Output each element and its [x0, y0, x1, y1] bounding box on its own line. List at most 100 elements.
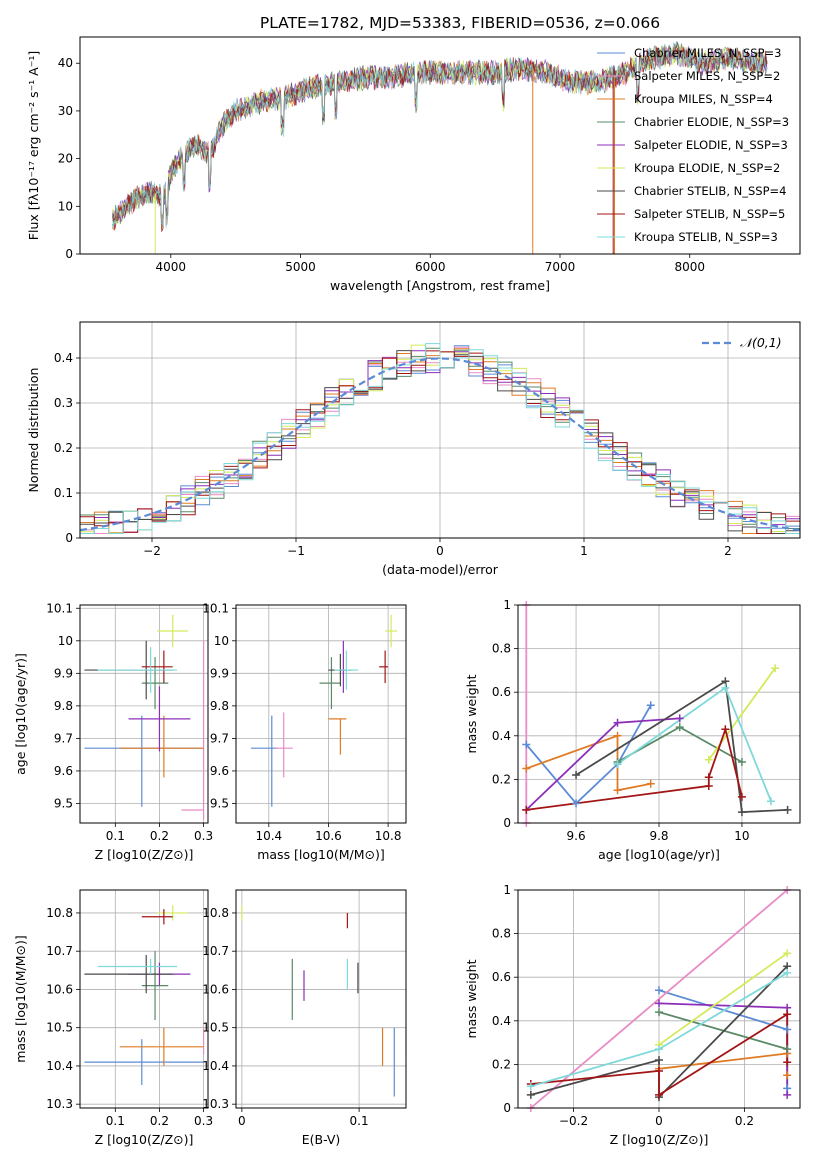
weight-marker-chabrier-stelib	[526, 1090, 535, 1099]
residual_hist-panel: −2 −1 0 1 2 0 0.1 0.2 0.3 0.4 (data-model)/error No…	[26, 321, 801, 577]
y-tick-label: 0	[503, 1101, 511, 1115]
legend-label-kroupa-stelib: Kroupa STELIB, N_SSP=3	[634, 230, 778, 244]
x-tick-label: 5000	[285, 260, 316, 274]
y-tick-label: 0.3	[54, 396, 73, 410]
x-tick-label: −0.2	[559, 1114, 588, 1128]
x-tick-label: 0.3	[194, 1114, 213, 1128]
y-tick-label: 10.4	[202, 1059, 229, 1073]
y-tick-label: 1	[503, 883, 511, 897]
y-tick-label: 10	[58, 634, 73, 648]
y-tick-label: 10.7	[202, 944, 229, 958]
x-tick-label: 8000	[674, 260, 705, 274]
weight-marker-salpeter-elodie	[675, 714, 684, 723]
weight_vs_Z-panel: −0.2 0 0.2 0 0.2 0.4 0.6 0.8 1 Z [log10(Z/Z⊙)] mas…	[464, 883, 801, 1147]
legend-label-chabrier-stelib: Chabrier STELIB, N_SSP=4	[634, 184, 786, 198]
weight-marker-kroupa-stelib	[655, 1045, 663, 1054]
weight-marker-salpeter-stelib	[704, 781, 713, 790]
y-tick-label: 10.5	[202, 1021, 229, 1035]
age_vs_Z-plot-area	[84, 614, 205, 820]
y-tick-label: 0.2	[492, 772, 511, 786]
axes-frame	[79, 604, 209, 824]
weight-marker-salpeter-stelib	[655, 1066, 663, 1075]
legend-label-normal: 𝒩(0,1)	[740, 335, 782, 350]
weight-marker-kroupa-miles	[522, 764, 531, 773]
x-tick-label: 0.1	[106, 829, 125, 843]
weight-marker-chabrier-elodie	[737, 757, 746, 766]
normal-curve	[80, 357, 800, 532]
y-tick-label: 10.1	[46, 601, 73, 615]
y-tick-label: 9.6	[54, 764, 73, 778]
chart-title: PLATE=1782, MJD=53383, FIBERID=0536, z=0…	[260, 14, 660, 32]
y-tick-label: 9.9	[210, 666, 229, 680]
weight-marker-chabrier-stelib	[737, 808, 746, 817]
weight-line-salpeter-miles	[530, 890, 788, 1108]
y-tick-label: 0.4	[492, 1014, 511, 1028]
weight-marker-chabrier-miles	[655, 986, 663, 995]
axes-frame	[517, 604, 801, 824]
x-tick-label: 0	[436, 544, 444, 558]
x-axis-label: Z [log10(Z/Z⊙)]	[610, 1132, 709, 1147]
y-axis-label: age [log10(age/yr)]	[13, 653, 28, 775]
y-tick-label: 0.2	[492, 1057, 511, 1071]
weight-marker-chabrier-miles	[646, 701, 655, 710]
weight-marker-chabrier-elodie	[675, 723, 684, 732]
weight-line-chabrier-stelib	[575, 679, 788, 814]
age_vs_mass-panel: 10.4 10.6 10.8 9.5 9.6 9.7 9.8 9.9 10 10.1 mass [l…	[202, 601, 407, 862]
weight-marker-chabrier-elodie	[655, 1008, 663, 1017]
y-tick-label: 9.7	[210, 731, 229, 745]
axes-frame	[79, 321, 801, 539]
axes-frame	[235, 604, 407, 824]
x-tick-label: 0.2	[735, 1114, 754, 1128]
x-tick-label: 0.1	[350, 1114, 369, 1128]
mass_vs_Z-plot-area	[84, 905, 205, 1086]
axes-frame	[79, 889, 209, 1109]
weight-marker-salpeter-stelib	[737, 792, 746, 801]
weight-marker-salpeter-stelib	[522, 805, 531, 814]
y-tick-label: 0.4	[492, 729, 511, 743]
axes-frame	[235, 889, 407, 1109]
y-tick-label: 10.8	[46, 906, 73, 920]
legend-label-kroupa-elodie: Kroupa ELODIE, N_SSP=2	[634, 161, 780, 175]
legend-label-chabrier-miles: Chabrier MILES, N_SSP=3	[634, 46, 781, 60]
y-tick-label: 20	[58, 152, 73, 166]
x-axis-label: E(B-V)	[302, 1132, 341, 1147]
y-tick-label: 10.6	[202, 982, 229, 996]
weight-marker-kroupa-elodie	[783, 949, 792, 958]
y-tick-label: 10	[58, 199, 73, 213]
y-tick-label: 40	[58, 56, 73, 70]
spectrum-panel: 4000 5000 6000 7000 8000 0 10 20 30 40 wavelength …	[26, 14, 801, 293]
x-tick-label: 0	[238, 1114, 246, 1128]
weight-marker-chabrier-miles	[572, 799, 581, 808]
y-tick-label: 10.3	[202, 1097, 229, 1111]
x-tick-label: 10.8	[375, 829, 402, 843]
y-tick-label: 10.1	[202, 601, 229, 615]
weight-marker-chabrier-stelib	[783, 805, 792, 814]
weight-line-kroupa-miles	[525, 734, 651, 792]
y-axis-label: mass [log10(M/M⊙)]	[13, 935, 28, 1063]
weight-marker-salpeter-elodie	[613, 718, 622, 727]
y-tick-label: 10.4	[46, 1059, 73, 1073]
weight-marker-chabrier-miles	[783, 1025, 792, 1034]
y-tick-label: 0	[503, 816, 511, 830]
weight-marker-salpeter-stelib	[721, 725, 730, 734]
weight-marker-salpeter-elodie	[655, 999, 663, 1008]
weight-marker-chabrier-stelib	[655, 1056, 663, 1065]
mass_vs_Z-panel: 0.1 0.2 0.3 10.3 10.4 10.5 10.6 10.7 10.8 Z [log1…	[13, 889, 213, 1147]
weight-marker-salpeter-elodie	[783, 1090, 792, 1099]
residual_hist-plot-area	[80, 343, 800, 534]
x-tick-label: 0.2	[150, 829, 169, 843]
x-axis-label: mass [log10(M/M⊙)]	[257, 847, 385, 862]
y-tick-label: 9.5	[210, 796, 229, 810]
age_vs_Z-panel: 0.1 0.2 0.3 9.5 9.6 9.7 9.8 9.9 10 10.1 Z [log10(Z…	[13, 601, 213, 862]
legend-label-salpeter-miles: Salpeter MILES, N_SSP=2	[634, 69, 780, 83]
x-tick-label: 10	[734, 829, 749, 843]
y-axis-label: mass weight	[464, 674, 479, 753]
y-tick-label: 0.8	[492, 927, 511, 941]
weight-marker-kroupa-stelib	[783, 968, 792, 977]
weight-marker-kroupa-stelib	[613, 760, 622, 769]
weight-marker-salpeter-stelib	[704, 773, 713, 782]
mass_vs_ebv-plot-area	[241, 905, 406, 1097]
y-tick-label: 10.8	[202, 906, 229, 920]
y-tick-label: 10	[214, 634, 229, 648]
